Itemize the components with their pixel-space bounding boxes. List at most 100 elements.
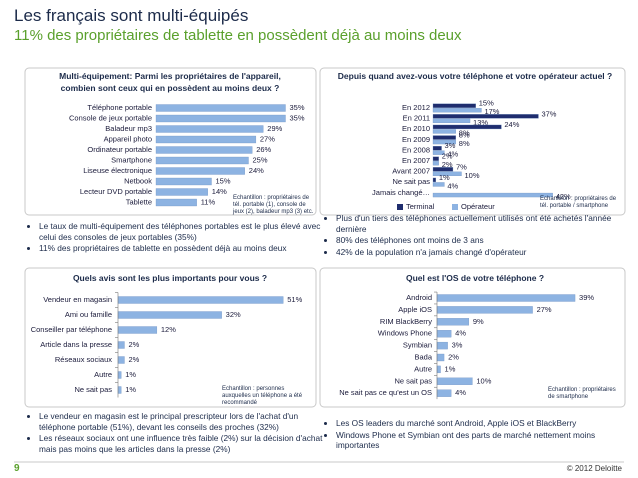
bar [432,108,482,113]
bar [436,306,533,314]
bar [436,353,445,362]
value-label: 2% [442,160,453,169]
y-tick-label: Android [406,293,432,302]
value-label: 4% [447,150,458,159]
y-tick-label: Réseaux sociaux [55,355,112,364]
bar [432,150,445,155]
bar [117,296,284,304]
chart-title: Quel est l'OS de votre téléphone ? [405,273,545,283]
bar [432,161,439,166]
bar [432,145,442,151]
y-tick-label: Symbian [403,341,432,350]
chart-title: Quels avis sont les plus importants pour… [72,273,268,283]
page-number: 9 [14,463,20,474]
value-label: 13% [473,118,488,127]
bar [432,118,471,123]
value-label: 17% [484,107,499,116]
y-tick-label: Smartphone [111,155,152,164]
bullet: 42% de la population n'a jamais changé d… [336,247,634,258]
value-label: 15% [216,176,231,185]
chart-title: Multi-équipement: Parmi les propriétaire… [59,71,281,93]
y-tick-label: Ne sait pas [74,385,112,394]
y-tick-label: Autre [94,370,112,379]
chart-note: Echantillon : personnes auxquelles un té… [222,386,303,406]
y-tick-label: RIM BlackBerry [380,317,432,326]
y-tick-label: Bada [414,352,432,361]
value-label: 4% [447,181,458,190]
y-tick-label: Ne sait pas ce qu'est un OS [339,388,432,397]
value-label: 3% [445,141,456,150]
chart-note: Echantillon : propriétaires de tél. port… [233,195,314,215]
bar [432,167,454,172]
y-tick-label: En 2011 [403,114,430,123]
slide-title: Les français sont multi-équipés [14,6,249,25]
value-label: 27% [260,134,275,143]
y-tick-label: Apple iOS [398,305,432,314]
value-label: 42% [556,192,571,201]
bar [436,341,448,350]
value-label: 10% [476,376,491,385]
value-label: 3% [452,341,463,350]
value-label: 35% [290,113,305,122]
bar [432,129,456,134]
value-label: 24% [249,166,264,175]
bar [432,135,456,140]
bar [117,356,125,364]
value-label: 29% [267,124,282,133]
y-tick-label: Liseuse électronique [83,166,152,175]
value-label: 25% [253,155,268,164]
bar [436,389,452,397]
y-tick-label: Jamais changé… [372,188,430,197]
bar [117,326,158,334]
bullet-list: Plus d'un tiers des téléphones actuellem… [325,213,634,258]
bullet-list: Le vendeur en magasin est le principal p… [28,411,327,455]
value-label: 35% [290,103,305,112]
value-label: 8% [459,139,470,148]
y-tick-label: En 2007 [402,156,430,165]
legend-label: Terminal [406,202,435,211]
y-tick-label: Avant 2007 [392,167,430,176]
bar [155,167,245,175]
value-label: 10% [465,171,480,180]
bar [155,146,253,154]
y-tick-label: Ne sait pas [392,177,430,186]
y-tick-label: En 2010 [402,124,430,133]
bullet: Le vendeur en magasin est le principal p… [39,411,327,432]
value-label: 27% [537,305,552,314]
bar [155,177,212,186]
bar [155,114,286,123]
value-label: 24% [504,120,519,129]
bullet: 80% des téléphones ont moins de 3 ans [336,235,634,246]
bar [436,365,441,374]
bullet: Windows Phone et Symbian ont des parts d… [336,430,634,451]
bullet-list: Les OS leaders du marché sont Android, A… [325,418,634,452]
copyright: © 2012 Deloitte [566,464,622,473]
value-label: 1% [439,173,450,182]
bar [155,125,264,133]
value-label: 2% [128,340,139,349]
chart-note: Echantillon : propriétaires de tél. port… [540,196,617,209]
bullet: Les réseaux sociaux ont une influence tr… [39,433,327,454]
bullet: Plus d'un tiers des téléphones actuellem… [336,213,634,234]
y-tick-label: Netbook [124,176,152,185]
y-tick-label: Conseiller par téléphone [31,325,112,334]
y-tick-label: Téléphone portable [87,103,152,112]
value-label: 9% [473,317,484,326]
panel-frame [319,67,626,216]
value-label: 32% [226,310,241,319]
y-tick-label: En 2009 [402,135,430,144]
bar [432,156,439,161]
value-label: 11% [201,197,216,206]
bar [117,341,125,349]
bar [436,294,576,302]
bar [155,135,257,144]
value-label: 14% [212,187,227,196]
y-tick-label: Tablette [126,197,152,206]
bar [432,124,502,130]
y-tick-label: En 2008 [402,145,430,154]
bar [432,103,476,108]
y-tick-label: Console de jeux portable [69,113,152,122]
value-label: 26% [256,145,271,154]
bar [436,377,473,385]
y-tick-label: Autre [414,364,432,373]
